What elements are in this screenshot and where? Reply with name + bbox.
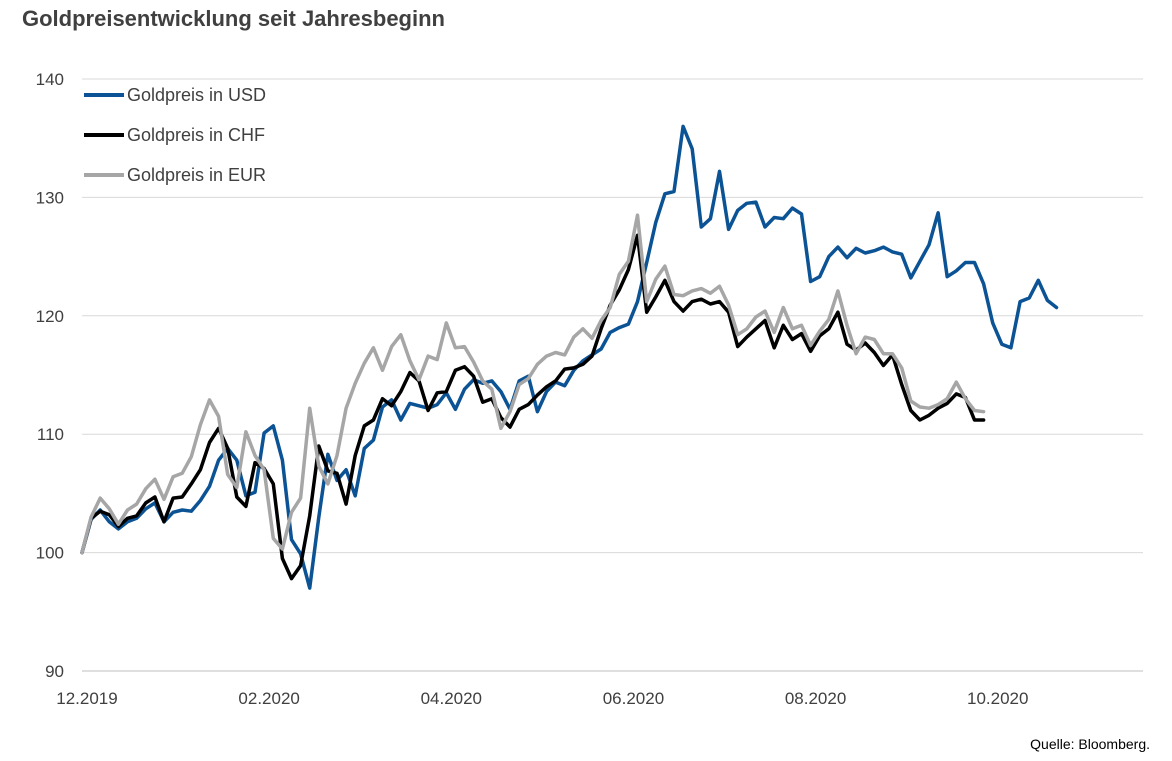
y-tick-label: 90 bbox=[45, 662, 64, 681]
x-tick-label: 06.2020 bbox=[603, 689, 664, 708]
x-tick-label: 02.2020 bbox=[238, 689, 299, 708]
series-lines bbox=[80, 124, 1059, 590]
series-line-eur bbox=[80, 213, 986, 555]
x-tick-label: 10.2020 bbox=[967, 689, 1028, 708]
series-line-chf bbox=[80, 233, 986, 581]
legend-label-chf: Goldpreis in CHF bbox=[127, 125, 265, 145]
y-tick-label: 110 bbox=[37, 425, 64, 444]
y-axis-ticks: 90 100 110 120 130 140 bbox=[36, 70, 64, 681]
legend: Goldpreis in USD Goldpreis in CHF Goldprei… bbox=[84, 85, 266, 185]
x-tick-label: 12.2019 bbox=[56, 689, 117, 708]
source-note: Quelle: Bloomberg. bbox=[1030, 736, 1150, 752]
series-line-usd bbox=[80, 124, 1059, 590]
x-axis-ticks: 12.2019 02.2020 04.2020 06.2020 08.2020 10.20… bbox=[56, 689, 1028, 708]
y-tick-label: 140 bbox=[36, 70, 64, 89]
y-tick-label: 100 bbox=[36, 544, 64, 563]
chart-title: Goldpreisentwicklung seit Jahresbeginn bbox=[22, 6, 445, 31]
y-tick-label: 120 bbox=[36, 307, 64, 326]
x-tick-label: 04.2020 bbox=[421, 689, 482, 708]
legend-label-eur: Goldpreis in EUR bbox=[127, 165, 266, 185]
grid-lines bbox=[82, 78, 1143, 672]
x-tick-label: 08.2020 bbox=[785, 689, 846, 708]
legend-label-usd: Goldpreis in USD bbox=[127, 85, 266, 105]
y-tick-label: 130 bbox=[36, 188, 64, 207]
